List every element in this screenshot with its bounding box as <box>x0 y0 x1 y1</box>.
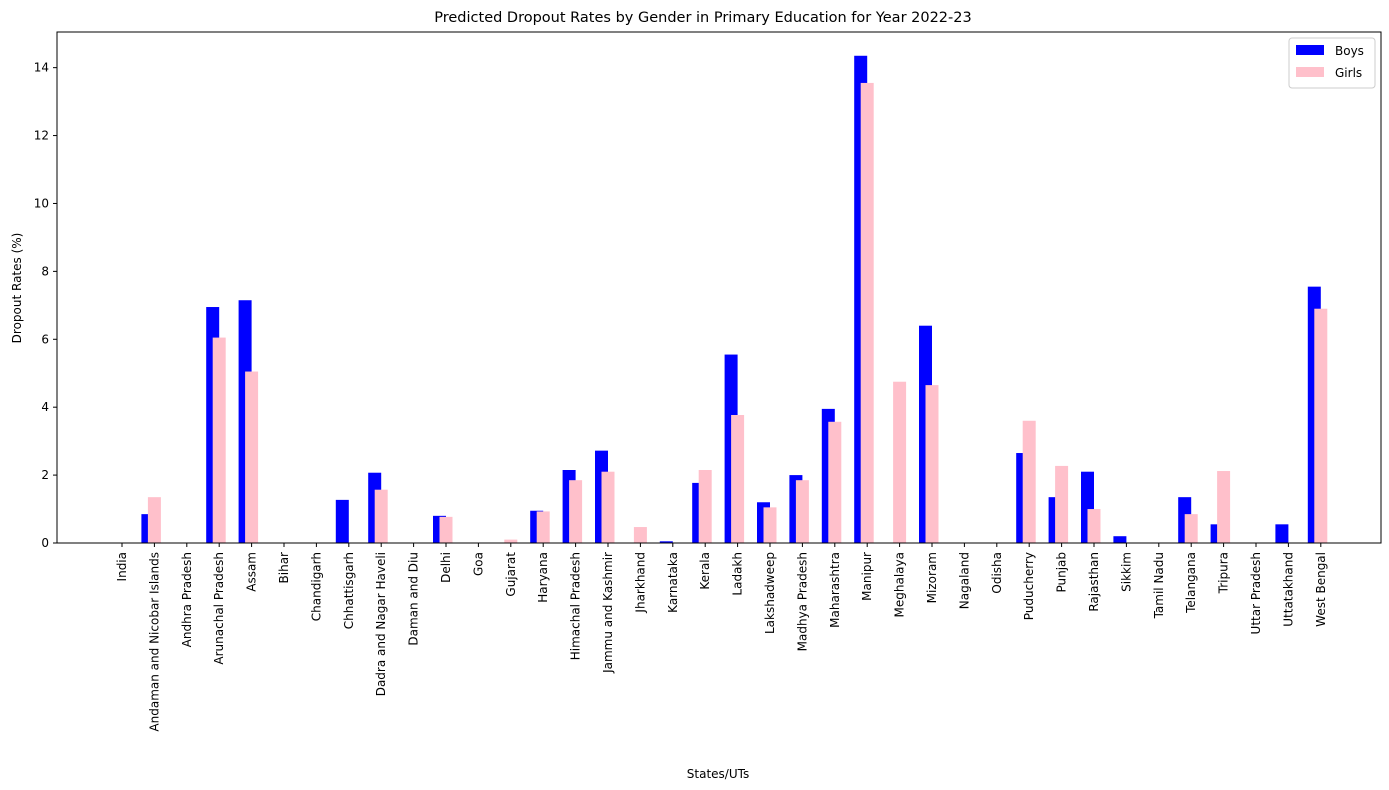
x-tick-label: Andaman and Nicobar Islands <box>147 552 161 732</box>
x-tick-label: Odisha <box>990 552 1004 594</box>
y-tick-label: 0 <box>41 536 49 550</box>
y-tick-label: 6 <box>41 332 49 346</box>
bar-girls-12 <box>504 539 518 543</box>
x-tick-label: Dadra and Nagar Haveli <box>374 552 388 696</box>
legend-label-girls: Girls <box>1335 66 1362 80</box>
x-tick-label: Tripura <box>1217 552 1231 594</box>
x-tick-label: Meghalaya <box>893 552 907 617</box>
x-tick-label: Himachal Pradesh <box>569 552 583 660</box>
bar-girls-14 <box>569 480 583 543</box>
x-tick-label: Nagaland <box>957 552 971 609</box>
x-tick-label: Mizoram <box>925 552 939 603</box>
bar-girls-10 <box>439 516 453 543</box>
bar-girls-1 <box>147 497 161 543</box>
x-tick-label: West Bengal <box>1314 552 1328 627</box>
y-tick-label: 14 <box>34 61 49 75</box>
bar-girls-34 <box>1217 471 1231 543</box>
chart-title: Predicted Dropout Rates by Gender in Pri… <box>434 10 971 26</box>
x-tick-label: Andhra Pradesh <box>180 552 194 647</box>
y-axis-label: Dropout Rates (%) <box>10 233 24 344</box>
x-tick-label: Chhattisgarh <box>342 552 356 629</box>
x-tick-label: Jharkhand <box>633 552 647 614</box>
x-tick-label: Ladakh <box>731 552 745 596</box>
x-tick-label: Manipur <box>860 552 874 601</box>
bar-girls-30 <box>1087 509 1101 543</box>
y-tick-label: 2 <box>41 468 49 482</box>
bar-boys-7 <box>335 499 349 543</box>
bar-boys-36 <box>1275 524 1289 543</box>
bar-girls-3 <box>212 337 226 543</box>
y-tick-label: 8 <box>41 264 49 278</box>
bar-girls-18 <box>698 470 712 543</box>
bar-girls-29 <box>1055 465 1069 543</box>
legend-label-boys: Boys <box>1335 44 1364 58</box>
x-tick-label: Karnataka <box>666 552 680 613</box>
x-tick-label: Telangana <box>1184 552 1198 614</box>
x-tick-label: Kerala <box>698 552 712 590</box>
x-tick-label: Uttatakhand <box>1281 552 1295 627</box>
x-tick-label: Goa <box>471 552 485 576</box>
bar-girls-8 <box>374 489 388 543</box>
bar-girls-21 <box>795 480 809 543</box>
plot-area: 0 2 4 6 8 10 12 14 India Andaman and Nicobar Isla… <box>34 31 1382 732</box>
x-tick-label: Haryana <box>536 552 550 603</box>
bar-girls-23 <box>860 82 874 543</box>
bar-girls-16 <box>633 527 647 543</box>
legend-swatch-girls <box>1296 67 1324 77</box>
bar-girls-19 <box>731 414 745 543</box>
x-tick-label: Puducherry <box>1022 552 1036 620</box>
x-tick-label: Daman and Diu <box>407 552 421 646</box>
bar-girls-28 <box>1022 420 1036 543</box>
x-axis-label: States/UTs <box>687 767 749 781</box>
bar-girls-4 <box>245 371 259 543</box>
bar-girls-24 <box>893 381 907 543</box>
bar-girls-33 <box>1184 514 1198 543</box>
x-tick-label: Jammu and Kashmir <box>601 552 615 674</box>
axes-frame <box>56 31 1382 544</box>
x-tick-label: Bihar <box>277 552 291 584</box>
x-tick-label: Chandigarh <box>309 552 323 621</box>
bar-boys-31 <box>1113 536 1127 543</box>
x-tick-label: Lakshadweep <box>763 552 777 634</box>
x-tick-label: Punjab <box>1055 552 1069 593</box>
legend: Boys Girls <box>1288 37 1376 89</box>
x-tick-label: Tamil Nadu <box>1152 552 1166 619</box>
x-tick-label: Rajasthan <box>1087 552 1101 612</box>
y-tick-label: 10 <box>34 196 49 210</box>
bar-girls-13 <box>536 511 550 543</box>
x-tick-label: Arunachal Pradesh <box>212 552 226 665</box>
bar-girls-20 <box>763 507 777 543</box>
bar-girls-22 <box>828 421 842 543</box>
bar-boys-17 <box>659 541 673 543</box>
bar-girls-25 <box>925 385 939 543</box>
x-tick-label: Assam <box>245 552 259 592</box>
bar-girls-15 <box>601 471 615 543</box>
x-tick-label: Sikkim <box>1119 552 1133 592</box>
x-tick-label: Uttar Pradesh <box>1249 552 1263 634</box>
y-tick-label: 4 <box>41 400 49 414</box>
x-tick-label: Gujarat <box>504 552 518 597</box>
legend-swatch-boys <box>1296 45 1324 55</box>
x-tick-label: India <box>115 552 129 581</box>
bar-girls-37 <box>1314 308 1328 543</box>
y-tick-label: 12 <box>34 129 49 143</box>
x-tick-label: Delhi <box>439 552 453 583</box>
x-tick-label: Maharashtra <box>828 552 842 628</box>
x-tick-label: Madhya Pradesh <box>795 552 809 651</box>
